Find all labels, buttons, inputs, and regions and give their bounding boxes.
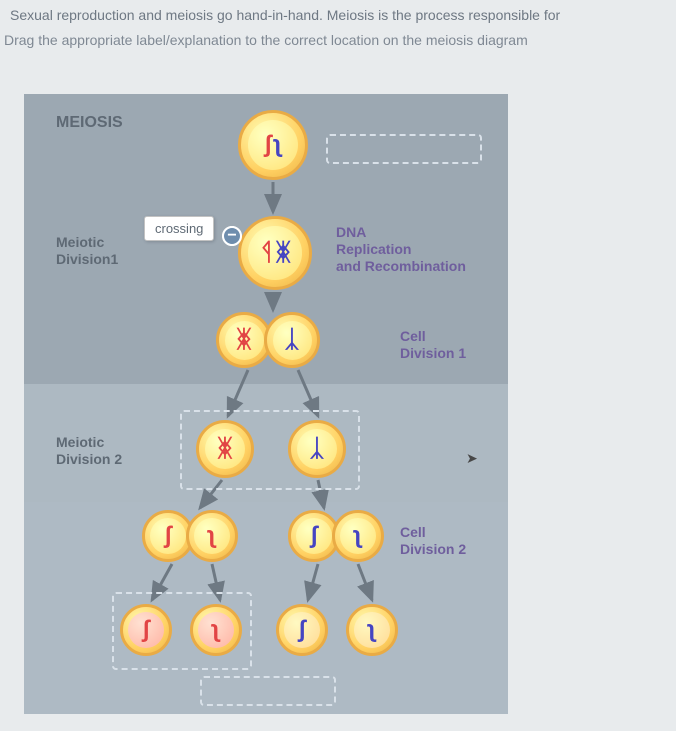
meiosis-diagram: MEIOSIS MeioticDivision1 MeioticDivision…	[24, 94, 508, 714]
drop-zone-bottom[interactable]	[200, 676, 336, 706]
cell-division-2-label: CellDivision 2	[400, 524, 466, 558]
chromosome-red: ʃ	[264, 131, 272, 159]
chromosome-blue: ʅ	[274, 131, 282, 159]
cell: ʃʅ	[238, 110, 308, 180]
cell: ʃ	[120, 604, 172, 656]
chromosome-red: ᛩ	[260, 239, 274, 267]
meiotic-division-2-label: MeioticDivision 2	[56, 434, 122, 468]
chromosome-blue: ʅ	[354, 522, 362, 550]
cell: ʃ	[276, 604, 328, 656]
chromosome-red: ʃ	[142, 616, 150, 644]
cell: ᛣ	[288, 420, 346, 478]
chromosome-red: ʅ	[212, 616, 220, 644]
chromosome-blue: ʃ	[298, 616, 306, 644]
chromosome-blue: ʃ	[310, 522, 318, 550]
cursor-icon: ➤	[466, 450, 478, 467]
instruction-text: Drag the appropriate label/explanation t…	[0, 28, 676, 58]
chromosome-red: ʃ	[164, 522, 172, 550]
chromosome-blue: ᛣ	[310, 435, 324, 463]
chromosome-blue: ᛣ	[285, 326, 299, 354]
cell-pair: ʃʅ	[142, 510, 238, 562]
chromosome-red: ʅ	[208, 522, 216, 550]
draggable-crossing-label[interactable]: crossing	[144, 216, 214, 241]
cell: ʅ	[346, 604, 398, 656]
cell: ʅ	[190, 604, 242, 656]
meiotic-division-1-label: MeioticDivision1	[56, 234, 118, 268]
cell: ᛤ	[196, 420, 254, 478]
chromosome-blue: ᛤ	[276, 239, 290, 267]
cell-division-1-label: CellDivision 1	[400, 328, 466, 362]
remove-icon[interactable]: −	[222, 226, 242, 246]
cell: ᛩᛤ	[238, 216, 312, 290]
chromosome-red: ᛤ	[218, 435, 232, 463]
chromosome-red: ᛤ	[237, 326, 251, 354]
drop-zone-top[interactable]	[326, 134, 482, 164]
cell-pair: ʃʅ	[288, 510, 384, 562]
question-intro-text: Sexual reproduction and meiosis go hand-…	[0, 0, 676, 28]
dna-replication-label: DNAReplicationand Recombination	[336, 224, 466, 274]
chromosome-blue: ʅ	[368, 616, 376, 644]
diagram-title: MEIOSIS	[56, 114, 123, 132]
cell-pair: ᛤᛣ	[216, 312, 320, 368]
